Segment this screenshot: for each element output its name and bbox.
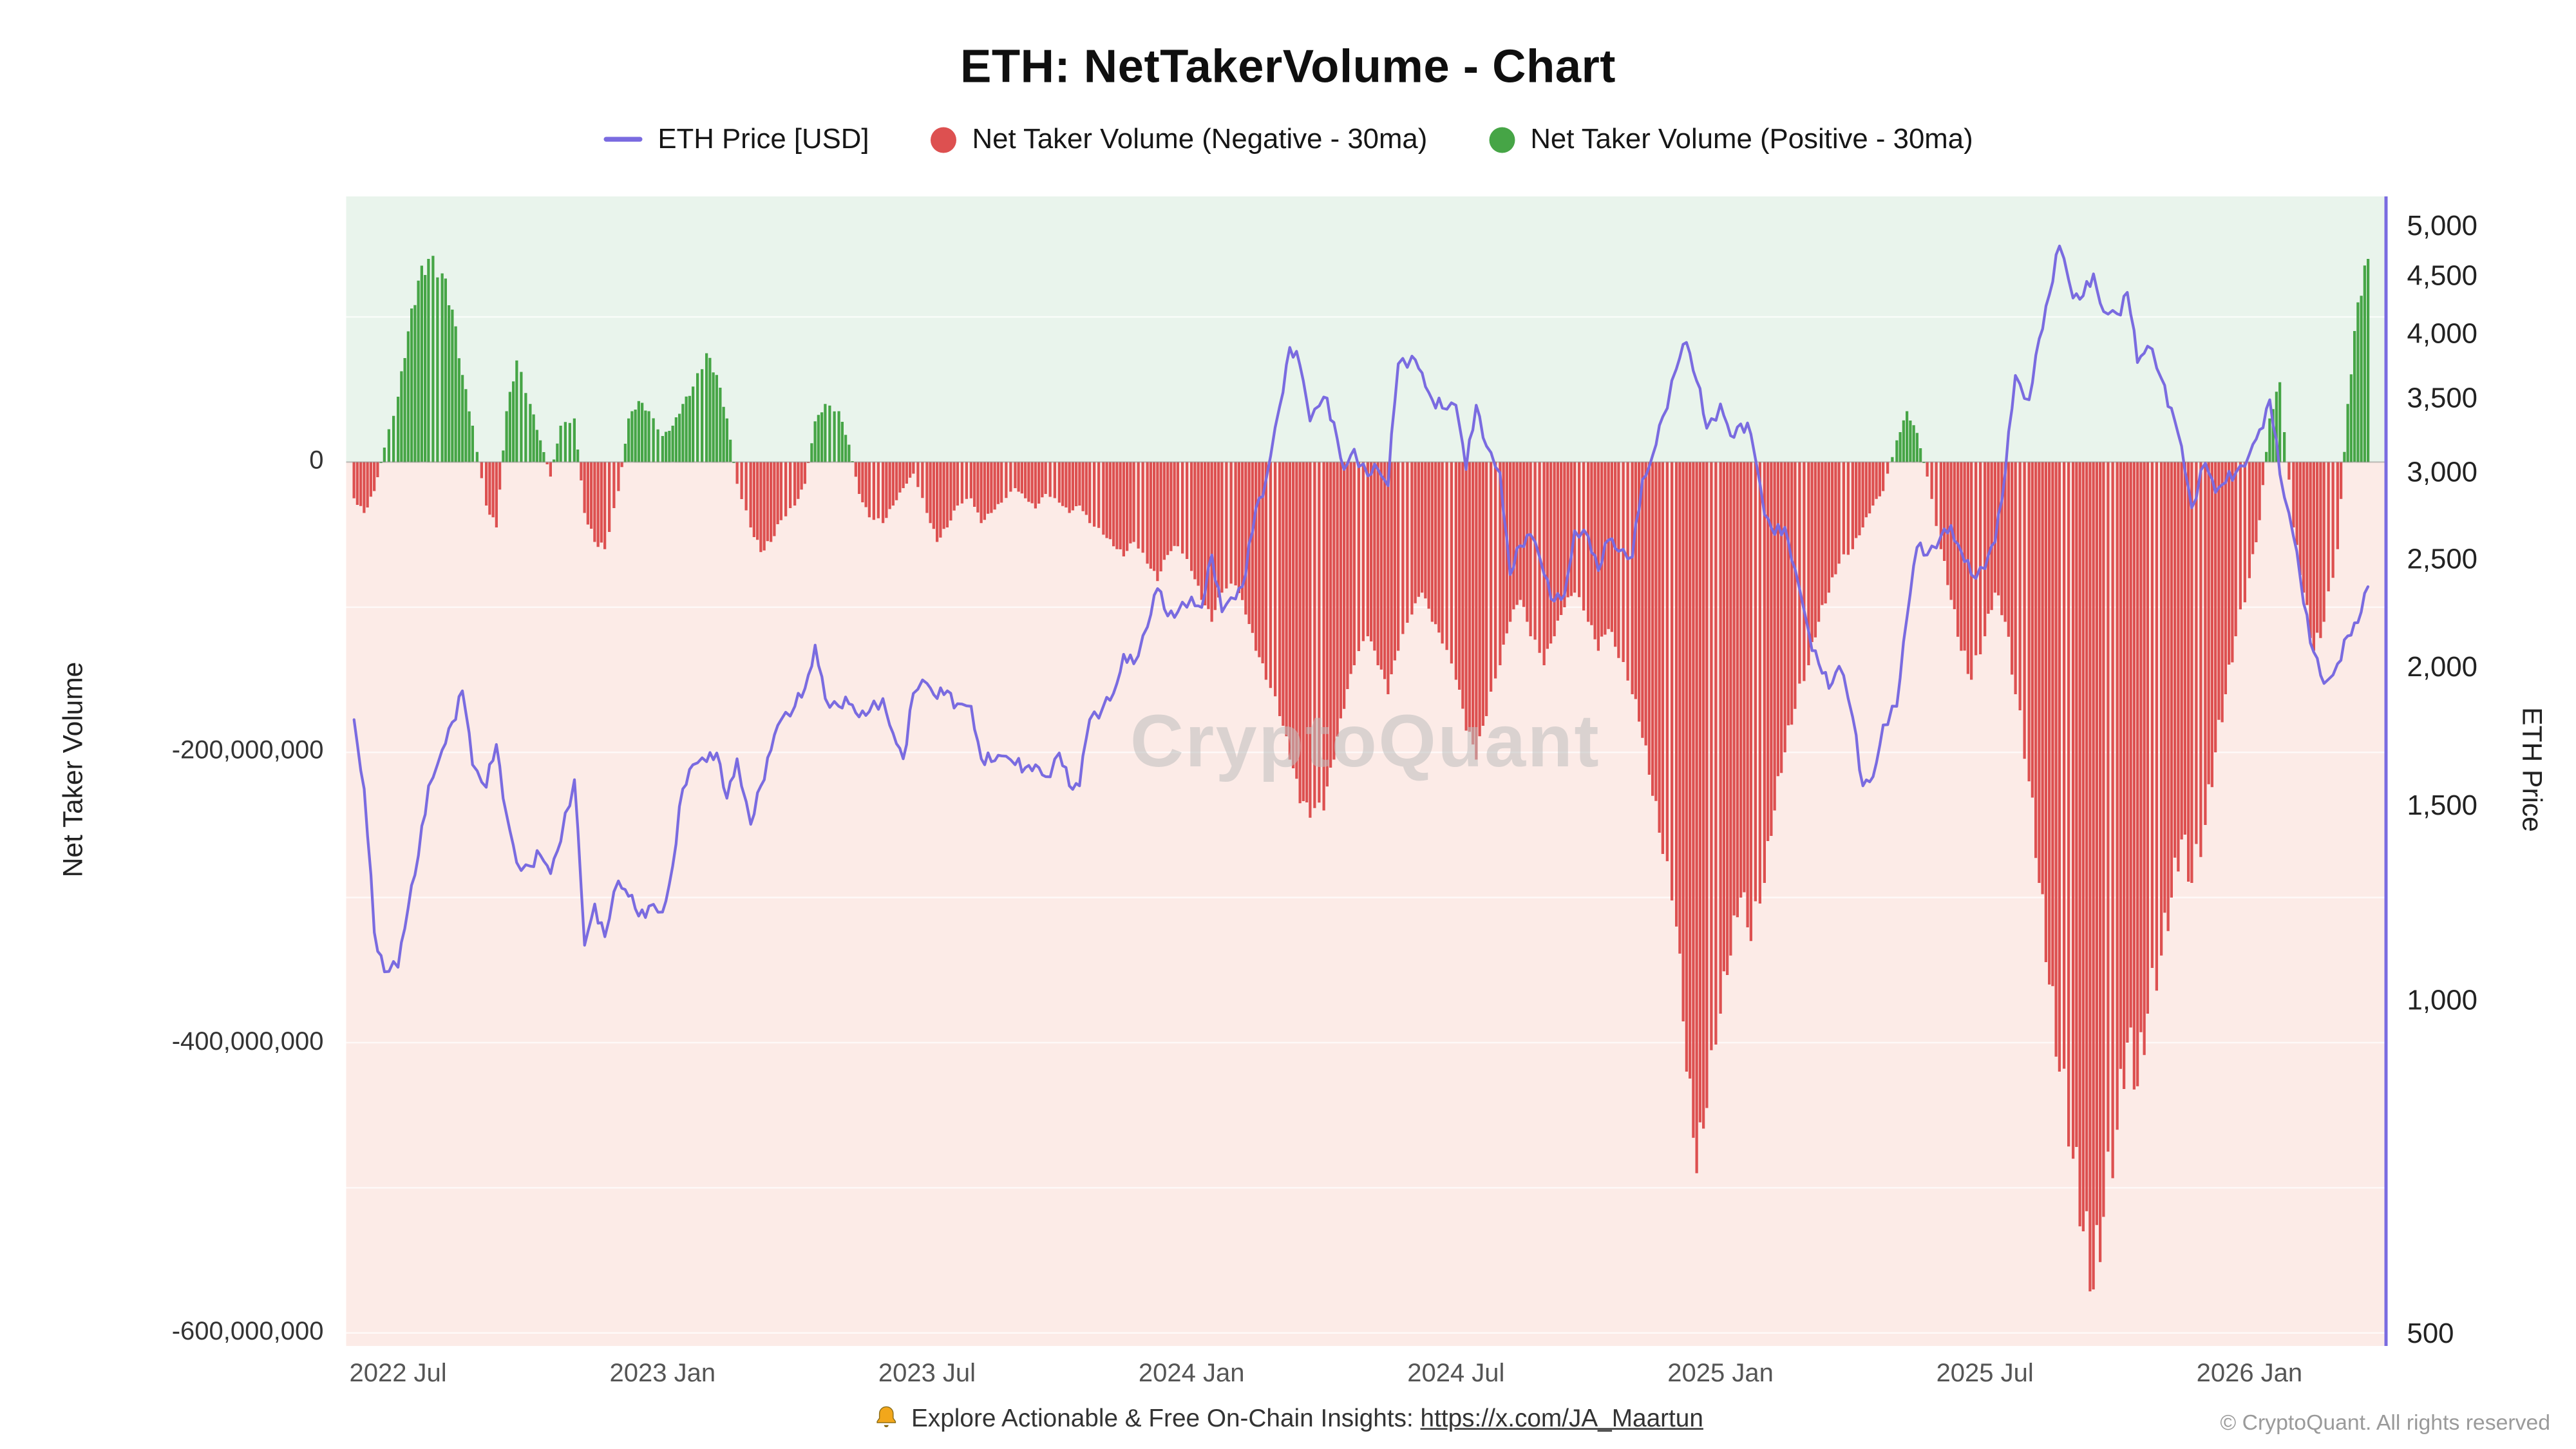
x-axis-tick: 2023 Jul: [878, 1360, 976, 1388]
legend-label: ETH Price [USD]: [658, 122, 869, 155]
legend-item-1[interactable]: Net Taker Volume (Negative - 30ma): [930, 122, 1428, 156]
right-axis-tick: 4,500: [2407, 260, 2477, 292]
line-swatch-icon: [603, 137, 642, 142]
footer-note: Explore Actionable & Free On-Chain Insig…: [0, 1404, 2576, 1435]
legend-label: Net Taker Volume (Negative - 30ma): [972, 122, 1428, 155]
footer-link[interactable]: https://x.com/JA_Maartun: [1420, 1405, 1703, 1434]
left-axis-tick: 0: [309, 447, 324, 475]
right-axis-tick: 5,000: [2407, 209, 2477, 242]
legend: ETH Price [USD] Net Taker Volume (Negativ…: [0, 122, 2576, 156]
right-axis-tick: 4,000: [2407, 316, 2477, 349]
x-axis-tick: 2023 Jan: [609, 1360, 716, 1388]
right-axis-tick: 1,500: [2407, 788, 2477, 821]
left-axis-title: Net Taker Volume: [58, 661, 89, 878]
page-title: ETH: NetTakerVolume - Chart: [960, 42, 1616, 93]
left-axis-tick: -600,000,000: [171, 1318, 324, 1346]
copyright: © CryptoQuant. All rights reserved: [2220, 1410, 2550, 1435]
legend-item-0[interactable]: ETH Price [USD]: [603, 122, 869, 156]
x-axis-tick: 2022 Jul: [349, 1360, 447, 1388]
right-axis-tick: 1,000: [2407, 983, 2477, 1016]
left-axis-tick: -400,000,000: [171, 1028, 324, 1056]
x-axis-tick: 2026 Jan: [2196, 1360, 2303, 1388]
right-axis-tick: 3,500: [2407, 381, 2477, 413]
x-axis-tick: 2025 Jan: [1667, 1360, 1774, 1388]
circle-swatch-icon: [1488, 126, 1515, 153]
legend-item-2[interactable]: Net Taker Volume (Positive - 30ma): [1488, 122, 1973, 156]
circle-swatch-icon: [930, 126, 956, 153]
legend-label: Net Taker Volume (Positive - 30ma): [1530, 122, 1973, 155]
right-axis-tick: 2,000: [2407, 650, 2477, 683]
right-axis-tick: 3,000: [2407, 455, 2477, 488]
x-axis-tick: 2025 Jul: [1936, 1360, 2034, 1388]
right-axis-tick: 500: [2407, 1317, 2454, 1350]
x-axis-tick: 2024 Jul: [1407, 1360, 1505, 1388]
footer-text: Explore Actionable & Free On-Chain Insig…: [911, 1405, 1421, 1434]
bell-icon: [876, 1406, 896, 1428]
left-axis-tick: -200,000,000: [171, 737, 324, 766]
x-axis-tick: 2024 Jan: [1138, 1360, 1245, 1388]
right-axis-tick: 2,500: [2407, 542, 2477, 575]
